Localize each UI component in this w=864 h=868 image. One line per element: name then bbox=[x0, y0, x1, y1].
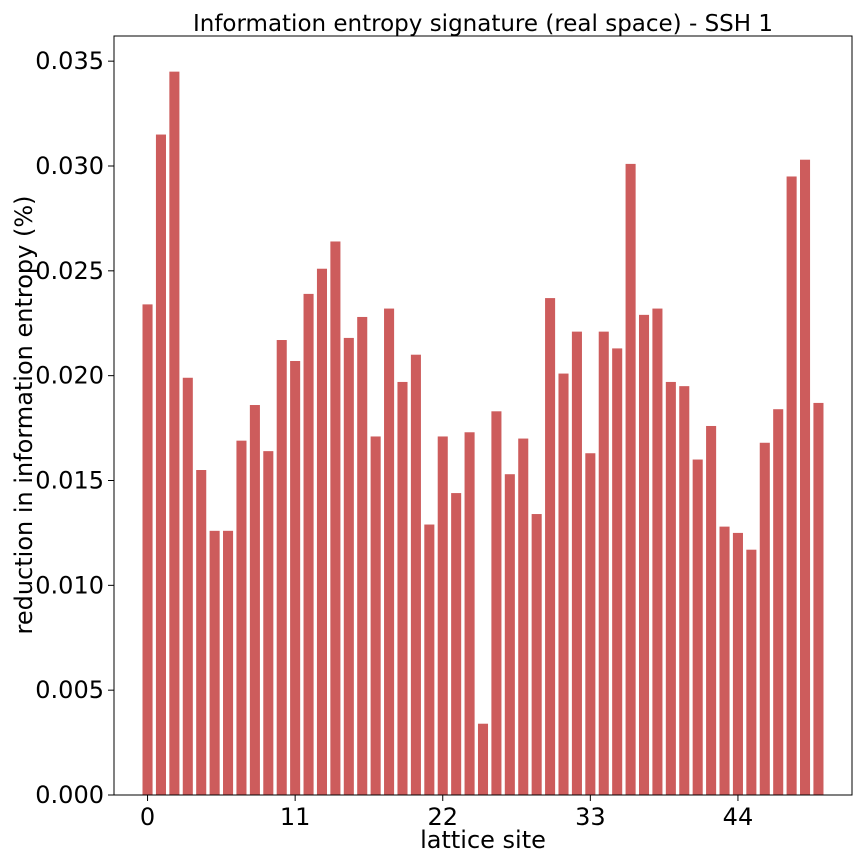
bar-site-49 bbox=[800, 159, 811, 795]
bar-site-9 bbox=[263, 451, 274, 795]
bar-site-35 bbox=[612, 348, 623, 795]
bar-site-6 bbox=[223, 530, 234, 795]
bar-site-40 bbox=[679, 386, 690, 795]
x-tick-label: 22 bbox=[427, 803, 458, 831]
bar-site-48 bbox=[786, 176, 797, 796]
y-tick-label: 0.015 bbox=[35, 466, 104, 494]
y-tick-label: 0.005 bbox=[35, 676, 104, 704]
bar-site-16 bbox=[357, 316, 368, 795]
bar-site-33 bbox=[585, 453, 596, 795]
bar-site-4 bbox=[196, 470, 207, 795]
y-tick-label: 0.035 bbox=[35, 47, 104, 75]
bar-site-10 bbox=[276, 340, 287, 795]
bar-site-8 bbox=[249, 405, 260, 795]
bar-site-27 bbox=[504, 474, 515, 795]
bar-site-13 bbox=[316, 268, 328, 796]
bar-site-47 bbox=[773, 409, 784, 795]
x-tick-label: 44 bbox=[723, 803, 754, 831]
y-tick-label: 0.030 bbox=[35, 152, 104, 180]
bar-site-24 bbox=[464, 432, 475, 795]
bar-site-42 bbox=[706, 425, 717, 795]
bar-site-18 bbox=[384, 308, 395, 795]
y-tick-label: 0.000 bbox=[35, 781, 104, 809]
bar-site-46 bbox=[759, 442, 770, 795]
bar-site-44 bbox=[732, 532, 743, 795]
bar-site-2 bbox=[169, 71, 180, 795]
x-tick-label: 33 bbox=[575, 803, 606, 831]
bar-site-17 bbox=[370, 436, 381, 795]
bar-site-37 bbox=[638, 314, 650, 795]
bar-site-28 bbox=[518, 438, 529, 795]
y-tick-label: 0.020 bbox=[35, 362, 104, 390]
y-tick-label: 0.025 bbox=[35, 257, 104, 285]
bar-site-7 bbox=[236, 440, 247, 795]
bar-site-19 bbox=[397, 381, 408, 795]
bar-site-26 bbox=[491, 411, 502, 795]
chart-title: Information entropy signature (real spac… bbox=[193, 11, 773, 37]
bar-site-20 bbox=[410, 354, 421, 795]
bar-site-25 bbox=[477, 723, 489, 795]
bar-site-43 bbox=[719, 526, 730, 795]
bar-site-15 bbox=[343, 337, 354, 795]
y-axis-label: reduction in information entropy (%) bbox=[10, 195, 38, 634]
x-tick-label: 11 bbox=[280, 803, 311, 831]
bar-site-50 bbox=[813, 402, 824, 795]
x-tick-label: 0 bbox=[140, 803, 155, 831]
plot-frame bbox=[113, 35, 853, 796]
bar-site-22 bbox=[437, 436, 448, 795]
bar-site-41 bbox=[692, 459, 703, 795]
bar-site-34 bbox=[598, 331, 609, 795]
bar-site-0 bbox=[142, 304, 153, 795]
bar-site-11 bbox=[290, 360, 301, 795]
bar-site-1 bbox=[155, 134, 166, 796]
y-axis-ticks: 0.000 0.005 0.010 0.015 0.020 0.025 0.030 0.035 bbox=[35, 47, 114, 809]
bar-site-29 bbox=[531, 514, 542, 795]
bar-site-12 bbox=[303, 293, 314, 795]
bar-site-21 bbox=[424, 524, 435, 795]
x-axis-ticks: 0 11 22 33 44 bbox=[140, 795, 753, 831]
bar-site-30 bbox=[545, 298, 556, 795]
bar-site-45 bbox=[746, 549, 757, 795]
bar-site-23 bbox=[451, 493, 462, 795]
x-axis-label: lattice site bbox=[420, 826, 546, 854]
bar-site-14 bbox=[330, 241, 341, 796]
bar-site-38 bbox=[652, 308, 663, 795]
bar-site-39 bbox=[665, 381, 676, 795]
y-tick-label: 0.010 bbox=[35, 571, 104, 599]
bar-site-36 bbox=[625, 163, 636, 795]
bar-site-3 bbox=[182, 377, 193, 795]
bar-site-5 bbox=[209, 530, 220, 795]
bar-site-31 bbox=[558, 373, 569, 795]
bar-site-32 bbox=[571, 331, 582, 795]
bars-group bbox=[142, 71, 824, 796]
